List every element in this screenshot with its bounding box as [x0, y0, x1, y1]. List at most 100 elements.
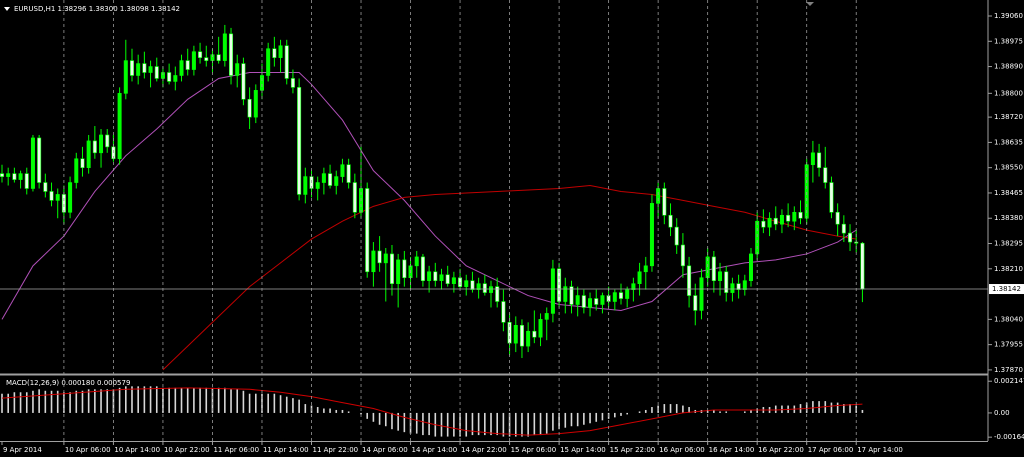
candle-body: [674, 226, 679, 246]
macd-bar: [774, 405, 777, 413]
macd-bar: [626, 412, 628, 415]
macd-bar: [143, 386, 146, 413]
candle-body: [693, 295, 698, 311]
candle-body: [643, 265, 648, 273]
macd-bar: [428, 412, 430, 436]
macd-bar: [688, 407, 690, 413]
macd-bar: [87, 389, 90, 413]
candle-body: [117, 93, 122, 160]
candle-body: [346, 164, 351, 183]
macd-bar: [589, 412, 591, 424]
x-tick-label: 17 Apr 14:00: [857, 446, 903, 454]
macd-bar: [415, 412, 418, 434]
candle-body: [526, 330, 531, 347]
y-tick-label: 1.37955: [994, 341, 1023, 349]
y-tick-label: 0.002147: [994, 377, 1024, 385]
macd-bar: [162, 387, 164, 413]
candle-body: [80, 158, 85, 168]
macd-bar: [861, 409, 864, 413]
macd-bar: [335, 409, 338, 413]
macd-bar: [149, 386, 152, 413]
candle-body: [680, 244, 685, 267]
macd-bar: [830, 402, 833, 413]
candle-body: [532, 330, 537, 338]
candle-body: [92, 140, 97, 154]
candle-body: [136, 63, 141, 76]
macd-bar: [502, 412, 505, 437]
macd-bar: [56, 390, 59, 413]
macd-bar: [713, 409, 715, 413]
macd-bar: [744, 411, 746, 413]
macd-bar: [564, 412, 567, 428]
candle-body: [575, 295, 580, 305]
candle-body: [730, 283, 735, 293]
candle-body: [860, 242, 865, 290]
macd-bar: [620, 412, 622, 416]
candle-body: [247, 98, 252, 118]
macd-bar: [50, 390, 53, 413]
candle-body: [755, 220, 760, 255]
candle-body: [253, 90, 258, 118]
candle-body: [284, 45, 289, 79]
y-tick-label: -0.00164: [994, 433, 1024, 441]
macd-bar: [217, 387, 220, 413]
moving-average: [162, 185, 857, 371]
candle-body: [748, 253, 753, 281]
macd-bar: [205, 387, 208, 413]
macd-bar: [836, 402, 839, 413]
candle-body: [86, 140, 91, 168]
candle-body: [519, 325, 524, 347]
x-tick-label: 11 Apr 14:00: [263, 446, 309, 454]
y-tick-label: 1.37870: [994, 366, 1023, 374]
macd-bar: [75, 390, 78, 413]
candle-body: [612, 292, 617, 302]
candle-body: [328, 173, 333, 186]
candle-body: [198, 51, 203, 58]
candle-body: [761, 220, 766, 228]
macd-bar: [409, 412, 412, 434]
candle-body: [229, 33, 234, 76]
candle-body: [321, 173, 326, 183]
last-price-label: 1.38142: [992, 285, 1021, 293]
candle-body: [495, 286, 500, 302]
candle-body: [420, 256, 425, 281]
candle-body: [396, 259, 401, 284]
candle-body: [6, 173, 11, 177]
macd-bar: [508, 412, 511, 437]
macd-bar: [614, 412, 616, 418]
candle-body: [433, 271, 438, 281]
macd-bar: [125, 386, 127, 413]
candle-body: [631, 283, 636, 290]
candle-body: [123, 60, 128, 94]
candle-body: [476, 283, 481, 290]
candle-body: [222, 33, 227, 61]
candle-body: [835, 211, 840, 225]
macd-bar: [490, 412, 492, 436]
macd-bar: [539, 412, 542, 436]
candle-body: [445, 274, 450, 284]
candle-body: [297, 87, 302, 195]
macd-bar: [527, 412, 529, 437]
candle-body: [544, 313, 549, 320]
candle-body: [204, 57, 209, 61]
macd-bar: [669, 404, 672, 413]
x-tick-label: 10 Apr 06:00: [65, 446, 111, 454]
x-tick-label: 17 Apr 06:00: [808, 446, 854, 454]
macd-bar: [675, 404, 678, 413]
candle-body: [594, 298, 599, 305]
candle-body: [24, 173, 29, 189]
x-tick-label: 16 Apr 14:00: [709, 446, 755, 454]
candle-body: [191, 51, 196, 70]
macd-bar: [230, 389, 232, 413]
macd-bar: [174, 387, 177, 413]
x-tick-label: 15 Apr 06:00: [511, 446, 557, 454]
macd-bar: [304, 404, 307, 413]
macd-bar: [453, 412, 455, 437]
macd-bar: [496, 412, 498, 436]
macd-bar: [292, 398, 294, 413]
candle-body: [142, 63, 147, 73]
candle-body: [185, 60, 190, 70]
last-price-box: [989, 284, 1024, 295]
candle-body: [848, 232, 853, 243]
y-tick-label: 1.38975: [994, 37, 1023, 45]
